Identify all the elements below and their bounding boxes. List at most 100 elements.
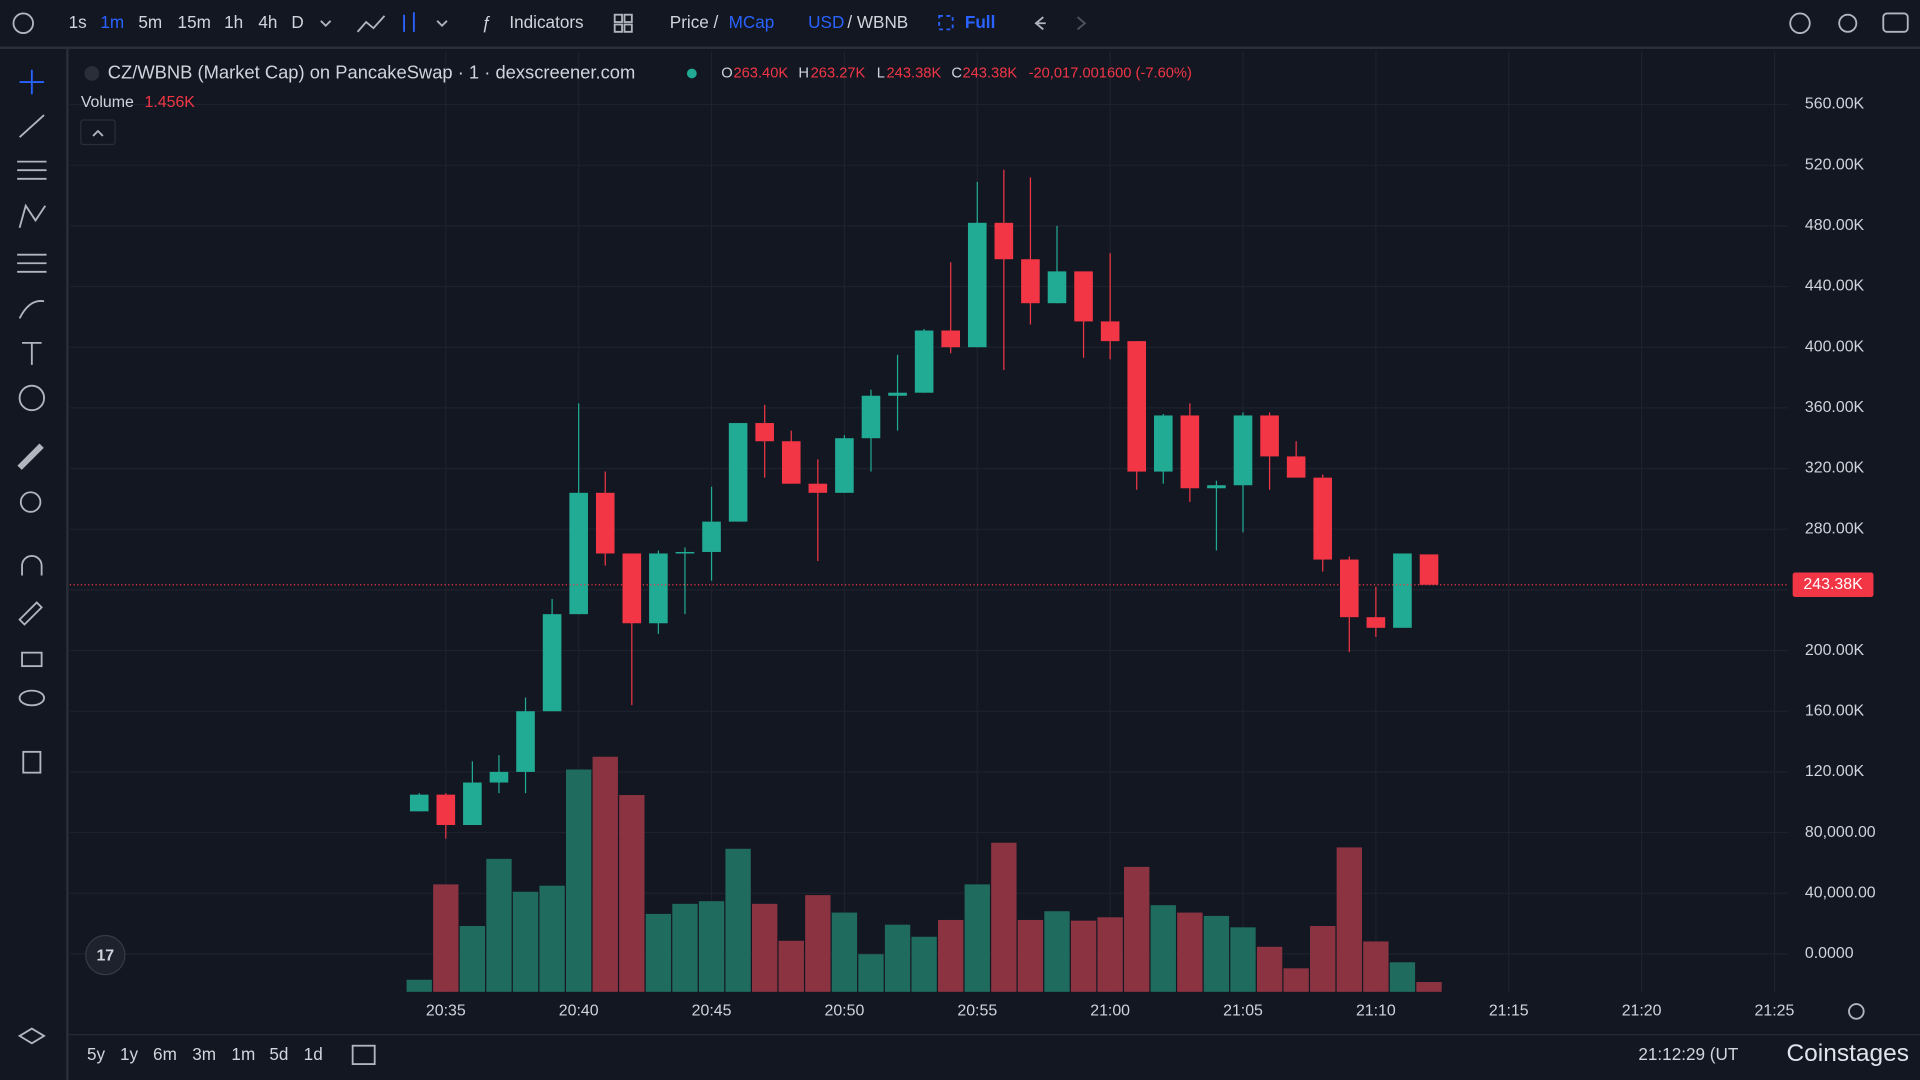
candle-body [941, 330, 960, 348]
ruler-tool[interactable] [17, 443, 44, 470]
x-tick-label: 20:40 [559, 1003, 599, 1020]
layout-icon[interactable] [623, 13, 633, 23]
ohlc-value: 263.40K [733, 65, 788, 81]
fx-icon[interactable]: ƒ [481, 12, 491, 32]
candle-body [914, 330, 934, 393]
mcap-toggle[interactable]: MCap [729, 12, 775, 32]
axis-settings[interactable] [1848, 1003, 1865, 1020]
screenshot-icon[interactable] [1882, 12, 1909, 33]
tv-logo [85, 934, 126, 976]
x-tick-label: 21:25 [1755, 1003, 1795, 1020]
volume-bar [565, 769, 592, 992]
layout-icon[interactable] [613, 23, 623, 33]
range-button[interactable]: 1m [231, 1044, 255, 1064]
dropdown[interactable] [320, 20, 332, 28]
ohlc-value: 243.38K [962, 65, 1017, 81]
pair-toggle[interactable]: / WBNB [847, 12, 908, 32]
range-button[interactable]: 1d [304, 1044, 323, 1064]
usd-toggle[interactable]: USD [808, 12, 844, 32]
range-button[interactable]: 5y [87, 1044, 106, 1064]
last-price-label: 243.38K [1803, 576, 1863, 593]
volume-bar [698, 901, 725, 992]
range-button[interactable]: 1y [120, 1044, 139, 1064]
volume-bar [752, 903, 778, 992]
y-tick-label: 40,000.00 [1805, 884, 1876, 901]
candle-body [595, 492, 615, 554]
candle-body [781, 441, 801, 484]
candle-body [702, 521, 721, 552]
range-button[interactable]: 6m [153, 1044, 177, 1064]
volume-bar [645, 913, 672, 992]
brush-tool[interactable] [18, 300, 45, 319]
pattern-tool[interactable] [18, 203, 47, 229]
volume-bar [1283, 968, 1309, 992]
volume-bar [964, 884, 990, 992]
layers-icon[interactable] [17, 1027, 46, 1045]
interval[interactable]: 4h [258, 12, 277, 32]
candle-body [728, 423, 748, 522]
volume-bar [1097, 917, 1123, 992]
trendline-tool[interactable] [18, 114, 45, 138]
draw-lock-tool[interactable] [18, 601, 43, 626]
watermark: Coinstages [1787, 1040, 1909, 1067]
settings-icon[interactable] [1838, 13, 1858, 33]
symbol-icon [84, 66, 100, 81]
interval[interactable]: 5m [138, 12, 162, 32]
interval[interactable]: 1h [224, 12, 243, 32]
volume-bar [592, 756, 618, 992]
candle-body [569, 492, 588, 615]
collapse-button[interactable] [80, 119, 116, 146]
lock-tool[interactable] [21, 651, 43, 668]
redo[interactable] [1076, 16, 1087, 31]
line-chart-icon[interactable] [356, 15, 386, 33]
dropdown[interactable] [436, 20, 448, 28]
candle-body [542, 614, 562, 712]
alert-icon[interactable] [1789, 12, 1811, 34]
layout-icon[interactable] [623, 23, 633, 33]
candle-body [622, 553, 642, 624]
volume-bar [672, 903, 698, 992]
candle-body [1127, 341, 1147, 472]
volume-bar [1230, 927, 1256, 992]
y-tick-label: 80,000.00 [1805, 824, 1876, 841]
interval[interactable]: 15m [178, 12, 211, 32]
interval[interactable]: D [291, 12, 303, 32]
legend: CZ/WBNB (Market Cap) on PancakeSwap · 1 … [80, 61, 1192, 146]
candle-body [1153, 415, 1173, 472]
candle-body [489, 771, 509, 783]
layout-icon[interactable] [613, 13, 623, 23]
plot: 243.38K [69, 169, 1874, 992]
volume-bar [1416, 982, 1442, 992]
magnet-tool[interactable] [21, 555, 43, 576]
full-icon[interactable] [938, 15, 954, 31]
volume-bar [725, 848, 751, 992]
fib-tool[interactable] [17, 160, 47, 180]
undo[interactable] [1034, 16, 1046, 31]
crosshair-tool[interactable] [19, 69, 45, 95]
full-button[interactable]: Full [965, 12, 995, 32]
candle-body [888, 392, 907, 396]
delete-tool[interactable] [22, 750, 42, 774]
candle-icon[interactable] [403, 12, 415, 32]
volume-bar [1256, 946, 1283, 992]
add-icon[interactable] [12, 12, 34, 34]
goto-date[interactable] [351, 1044, 376, 1065]
indicators-button[interactable]: Indicators [509, 12, 583, 32]
hide-tool[interactable] [18, 689, 45, 707]
candle-body [755, 423, 774, 442]
price-toggle[interactable]: Price / [670, 12, 719, 32]
volume-bar [1124, 866, 1150, 992]
range-button[interactable]: 3m [192, 1044, 216, 1064]
emoji-tool[interactable] [18, 384, 45, 412]
candle-body [1207, 485, 1226, 489]
forecast-tool[interactable] [17, 253, 47, 273]
volume-bar [778, 940, 804, 992]
zoom-tool[interactable] [19, 491, 42, 513]
interval-active[interactable]: 1m [100, 12, 124, 32]
interval[interactable]: 1s [69, 12, 87, 32]
left-toolbar [17, 48, 69, 1080]
volume-bar [1336, 847, 1362, 992]
bottom-bar: 5y 1y 6m 3m 1m 5d 1d 21:12:29 (UT Coinst… [67, 1034, 1920, 1067]
text-tool[interactable] [22, 341, 42, 365]
range-button[interactable]: 5d [269, 1044, 288, 1064]
